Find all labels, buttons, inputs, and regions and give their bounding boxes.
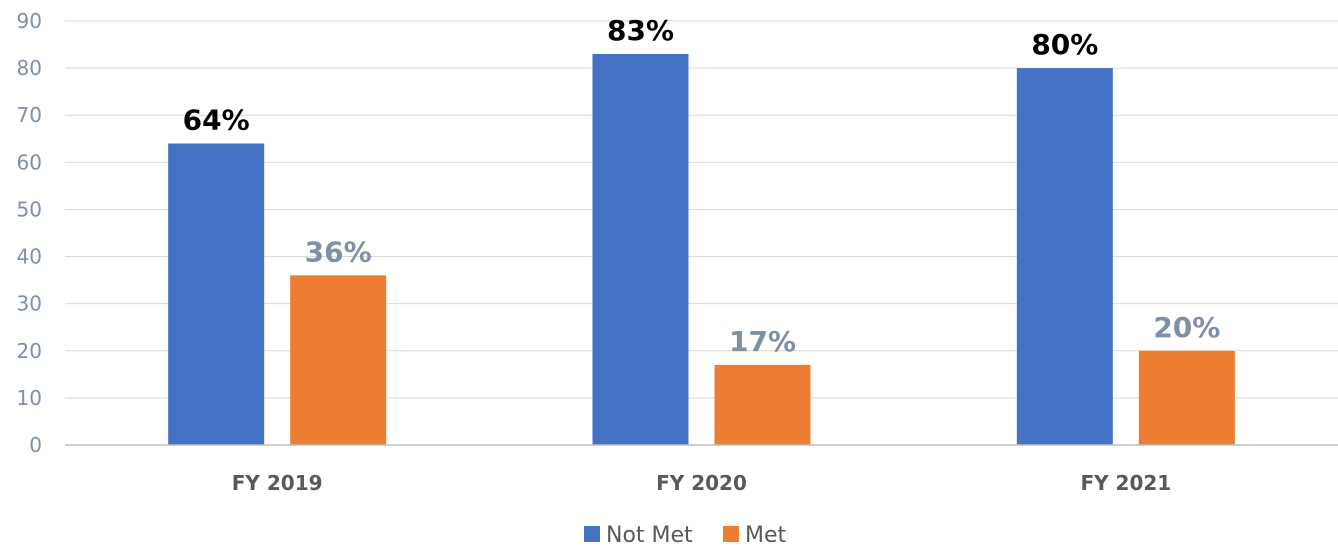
- legend-label: Met: [745, 523, 787, 548]
- data-labels: 64% 36% 83% 17% 80% 20%: [183, 14, 1221, 358]
- y-tick-label: 70: [17, 103, 42, 127]
- data-label: 36%: [305, 235, 372, 268]
- x-axis: FY 2019 FY 2020 FY 2021: [65, 444, 1338, 495]
- data-label: 17%: [729, 325, 796, 358]
- x-tick-label: FY 2020: [656, 471, 747, 495]
- data-label: 83%: [607, 14, 674, 47]
- y-tick-label: 60: [17, 150, 42, 174]
- data-label: 80%: [1031, 28, 1098, 61]
- x-tick-label: FY 2021: [1080, 471, 1171, 495]
- data-label: 64%: [183, 103, 250, 136]
- legend: Not Met Met: [584, 523, 787, 548]
- legend-label: Not Met: [606, 523, 693, 548]
- bar-met-fy-2021: [1138, 350, 1235, 445]
- legend-swatch: [723, 526, 739, 542]
- legend-swatch: [584, 526, 600, 542]
- bars: [168, 53, 1235, 445]
- gridlines: [65, 20, 1338, 399]
- y-tick-label: 90: [17, 9, 42, 33]
- y-axis: 0 10 20 30 40 50 60 70 80 90: [17, 9, 42, 457]
- y-tick-label: 40: [17, 245, 42, 269]
- y-tick-label: 80: [17, 56, 42, 80]
- bar-met-fy-2019: [290, 275, 387, 445]
- bar-not-met-fy-2019: [168, 143, 265, 445]
- y-tick-label: 20: [17, 339, 42, 363]
- bar-met-fy-2020: [714, 364, 811, 445]
- y-tick-label: 50: [17, 197, 42, 221]
- bar-not-met-fy-2020: [592, 53, 689, 445]
- x-tick-label: FY 2019: [232, 471, 323, 495]
- y-tick-label: 0: [29, 433, 42, 457]
- bar-not-met-fy-2021: [1016, 68, 1113, 445]
- y-tick-label: 10: [17, 386, 42, 410]
- y-tick-label: 30: [17, 292, 42, 316]
- data-label: 20%: [1153, 311, 1220, 344]
